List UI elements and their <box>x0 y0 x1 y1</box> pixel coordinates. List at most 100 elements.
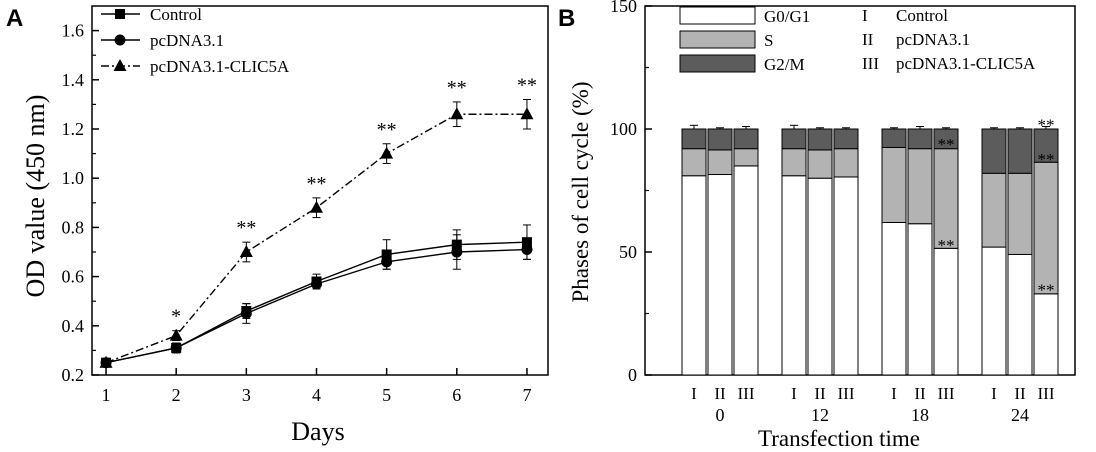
bar-label: I <box>891 384 897 403</box>
bar-segment-S <box>907 148 933 225</box>
legend-swatch <box>679 30 756 49</box>
significance-mark: ** <box>938 135 955 154</box>
bar-segment-G0/G1 <box>681 175 707 376</box>
bar-segment-G2/M <box>781 128 807 150</box>
x-tick-label: 6 <box>452 385 461 405</box>
data-point <box>310 278 322 290</box>
bar-label: I <box>791 384 797 403</box>
bar-segment-G0/G1 <box>807 177 833 376</box>
series-Control <box>101 224 532 368</box>
series-pcDNA3.1-CLIC5A <box>99 98 534 368</box>
bar-label: II <box>914 384 926 403</box>
legend-label: G0/G1 <box>764 7 810 26</box>
legend-swatch <box>679 54 756 73</box>
bar-segment-G0/G1 <box>907 223 933 376</box>
group-label: 24 <box>1011 405 1029 425</box>
x-tick-label: 1 <box>102 385 111 405</box>
roman-numeral: III <box>862 54 879 73</box>
data-point <box>381 256 393 268</box>
chart-a-frame <box>91 5 549 376</box>
bar-segment-S <box>833 148 859 178</box>
x-tick-label: 4 <box>312 385 321 405</box>
y-tick-label: 1.2 <box>62 119 85 139</box>
roman-numeral: II <box>862 30 874 49</box>
bar-segment-S <box>881 146 907 223</box>
bar-label: III <box>838 384 855 403</box>
bar-segment-G0/G1 <box>781 175 807 376</box>
bar-segment-S <box>1033 161 1059 295</box>
chart-b-roman-legend: I Control II pcDNA3.1 III pcDNA3.1-CLIC5A <box>862 6 1036 73</box>
bar-segment-G0/G1 <box>707 174 733 376</box>
data-point <box>309 200 323 213</box>
bar-segment-G2/M <box>907 128 933 150</box>
y-tick-label: 0.6 <box>62 267 85 287</box>
data-point <box>520 107 534 120</box>
significance-mark: ** <box>377 119 397 141</box>
chart-a-xlabel: Days <box>291 417 344 446</box>
legend-label: pcDNA3.1 <box>150 31 224 50</box>
bar-segment-G2/M <box>707 128 733 151</box>
y-tick-label: 150 <box>610 0 637 16</box>
bar-segment-S <box>933 148 959 249</box>
bar-label: II <box>714 384 726 403</box>
x-tick-label: 3 <box>242 385 251 405</box>
y-tick-label: 0.2 <box>62 365 85 385</box>
series-line <box>105 248 527 364</box>
significance-mark: ** <box>447 77 467 99</box>
significance-mark: * <box>171 306 181 328</box>
bar-segment-G2/M <box>1033 128 1059 163</box>
bar-label: III <box>1038 384 1055 403</box>
bar-label: I <box>991 384 997 403</box>
panel-a-label: A <box>6 5 23 32</box>
legend-label: S <box>764 31 773 50</box>
legend-label: Control <box>150 5 202 24</box>
bar-segment-G0/G1 <box>881 221 907 376</box>
significance-mark: ** <box>1038 116 1055 135</box>
chart-b-xlabel: Transfection time <box>758 426 920 451</box>
bar-label: II <box>814 384 826 403</box>
data-point <box>169 328 183 341</box>
data-point <box>451 246 463 258</box>
legend-swatch <box>679 6 756 25</box>
roman-label: pcDNA3.1 <box>896 30 970 49</box>
chart-a-axes: 1 2 3 4 5 6 70.20.40.60.81.01.21.41.6*********… <box>62 5 549 405</box>
data-point <box>99 355 113 368</box>
data-point <box>521 244 533 256</box>
y-tick-label: 0.8 <box>62 217 85 237</box>
legend-label: G2/M <box>764 55 805 74</box>
bar-segment-G2/M <box>1007 128 1033 174</box>
group-label: 0 <box>716 405 725 425</box>
data-point <box>170 342 182 354</box>
roman-label: pcDNA3.1-CLIC5A <box>896 54 1036 73</box>
significance-mark: ** <box>517 74 537 96</box>
legend-marker <box>114 34 126 46</box>
chart-a-ylabel: OD value (450 nm) <box>21 95 50 298</box>
bar-label: II <box>1014 384 1026 403</box>
bar-segment-G2/M <box>981 128 1007 174</box>
y-tick-label: 0 <box>628 365 637 385</box>
panel-b-label: B <box>558 5 575 32</box>
series-pcDNA3.1 <box>100 234 533 369</box>
bar-label: III <box>738 384 755 403</box>
bar-segment-S <box>681 148 707 177</box>
chart-b-ylabel: Phases of cell cycle (%) <box>568 82 593 303</box>
bar-segment-G0/G1 <box>981 246 1007 376</box>
bar-segment-G0/G1 <box>1007 253 1033 376</box>
bar-segment-G2/M <box>681 128 707 150</box>
bar-segment-G0/G1 <box>833 176 859 376</box>
y-tick-label: 1.4 <box>62 70 85 90</box>
group-label: 12 <box>811 405 829 425</box>
y-tick-label: 50 <box>619 242 637 262</box>
bar-segment-S <box>807 149 833 179</box>
y-tick-label: 0.4 <box>62 316 85 336</box>
bar-segment-G2/M <box>881 128 907 148</box>
legend-marker <box>115 9 125 19</box>
x-tick-label: 7 <box>522 385 531 405</box>
significance-mark: ** <box>1038 150 1055 169</box>
significance-mark: ** <box>236 217 256 239</box>
bar-segment-G2/M <box>807 128 833 151</box>
bar-segment-S <box>781 148 807 177</box>
bar-segment-S <box>733 148 759 167</box>
